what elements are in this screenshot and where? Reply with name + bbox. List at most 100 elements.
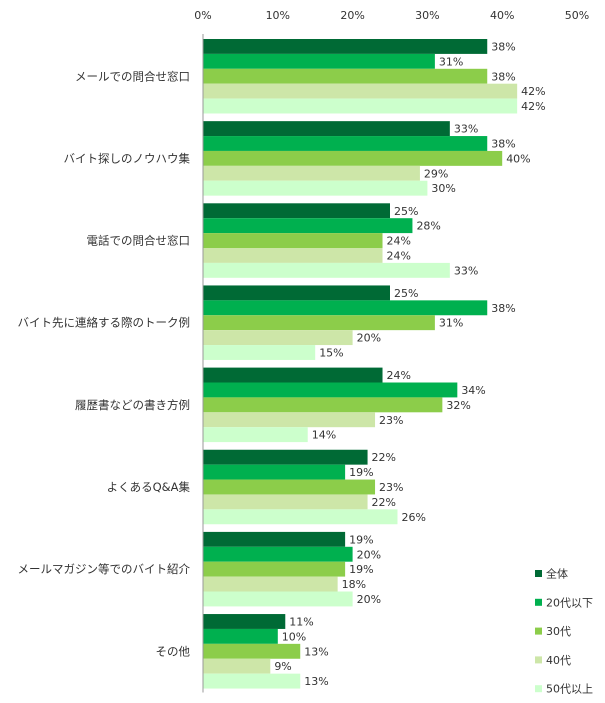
legend-swatch: [535, 627, 542, 635]
data-label: 34%: [461, 384, 485, 397]
bar: [203, 218, 413, 234]
data-label: 9%: [274, 660, 291, 673]
bar: [203, 68, 488, 84]
legend-swatch: [535, 685, 542, 693]
x-tick-label: 50%: [565, 9, 589, 22]
data-label: 25%: [394, 287, 418, 300]
bar: [203, 628, 278, 644]
bar: [203, 83, 518, 99]
bar: [203, 658, 271, 674]
bar: [203, 180, 428, 196]
data-label: 24%: [387, 235, 411, 248]
data-label: 10%: [282, 630, 306, 643]
category-label: メールマガジン等でのバイト紹介: [18, 562, 191, 576]
bar: [203, 494, 368, 510]
data-label: 30%: [431, 182, 455, 195]
x-axis-ticks: 0% 10% 20% 30% 40% 50%: [194, 9, 589, 22]
bar: [203, 531, 346, 547]
data-label: 38%: [491, 138, 515, 151]
data-label: 23%: [379, 414, 403, 427]
x-tick-label: 20%: [340, 9, 364, 22]
data-label: 29%: [424, 167, 448, 180]
data-label: 33%: [454, 123, 478, 136]
category-label: よくあるQ&A集: [107, 480, 191, 494]
legend: 全体 20代以下 30代 40代 50代以上: [535, 567, 593, 696]
legend-label: 50代以上: [546, 683, 593, 696]
legend-label: 20代以下: [546, 596, 593, 609]
data-label: 20%: [357, 332, 381, 345]
value-labels: 38%31%38%42%42%33%38%40%29%30%25%28%24%2…: [274, 40, 545, 688]
bar: [203, 233, 383, 248]
bar: [203, 479, 376, 495]
bars: [203, 39, 518, 689]
bar: [203, 427, 308, 443]
bar: [203, 464, 346, 480]
data-label: 22%: [372, 451, 396, 464]
data-label: 31%: [439, 55, 463, 68]
bar: [203, 673, 301, 689]
category-labels: メールでの問合せ窓口バイト探しのノウハウ集電話での問合せ窓口バイト先に連絡する際…: [18, 69, 191, 658]
data-label: 42%: [521, 85, 545, 98]
category-label: メールでの問合せ窓口: [75, 69, 190, 83]
data-label: 31%: [439, 317, 463, 330]
data-label: 33%: [454, 264, 478, 277]
legend-label: 全体: [546, 567, 568, 581]
bar: [203, 248, 383, 263]
data-label: 19%: [349, 466, 373, 479]
data-label: 38%: [491, 40, 515, 53]
data-label: 13%: [304, 645, 328, 658]
data-label: 32%: [446, 399, 470, 412]
bar: [203, 330, 353, 346]
bar: [203, 367, 383, 383]
data-label: 23%: [379, 481, 403, 494]
bar: [203, 315, 435, 331]
bar: [203, 285, 390, 301]
bar: [203, 165, 420, 181]
bar: [203, 300, 488, 316]
bar: [203, 561, 346, 577]
bar: [203, 203, 390, 219]
legend-swatch: [535, 570, 542, 577]
bar: [203, 397, 443, 413]
x-tick-label: 10%: [266, 9, 290, 22]
category-label: バイト先に連絡する際のトーク例: [18, 316, 191, 330]
bar: [203, 382, 458, 398]
data-label: 24%: [387, 369, 411, 382]
data-label: 38%: [491, 70, 515, 83]
data-label: 19%: [349, 533, 373, 546]
bar: [203, 591, 353, 607]
bar: [203, 412, 376, 428]
data-label: 13%: [304, 675, 328, 688]
category-label: 電話での問合せ窓口: [87, 234, 191, 248]
bar: [203, 39, 488, 54]
x-tick-label: 40%: [490, 9, 514, 22]
legend-swatch: [535, 598, 542, 606]
data-label: 26%: [401, 511, 425, 524]
data-label: 19%: [349, 563, 373, 576]
bar: [203, 136, 488, 151]
bar: [203, 121, 450, 137]
category-label: その他: [156, 644, 191, 658]
bar: [203, 449, 368, 465]
bar: [203, 509, 398, 525]
data-label: 28%: [416, 220, 440, 233]
data-label: 18%: [342, 578, 366, 591]
bar: [203, 546, 353, 562]
data-label: 15%: [319, 347, 343, 360]
data-label: 20%: [357, 548, 381, 561]
data-label: 25%: [394, 205, 418, 218]
category-label: 履歴書などの書き方例: [75, 398, 190, 412]
data-label: 24%: [387, 249, 411, 262]
bar: [203, 150, 503, 166]
x-tick-label: 30%: [415, 9, 439, 22]
data-label: 38%: [491, 302, 515, 315]
data-label: 14%: [312, 429, 336, 442]
bar: [203, 98, 518, 114]
data-label: 11%: [289, 616, 313, 629]
data-label: 40%: [506, 152, 530, 165]
bar: [203, 576, 338, 592]
legend-label: 40代: [546, 654, 571, 667]
x-tick-label: 0%: [194, 9, 211, 22]
legend-swatch: [535, 656, 542, 664]
